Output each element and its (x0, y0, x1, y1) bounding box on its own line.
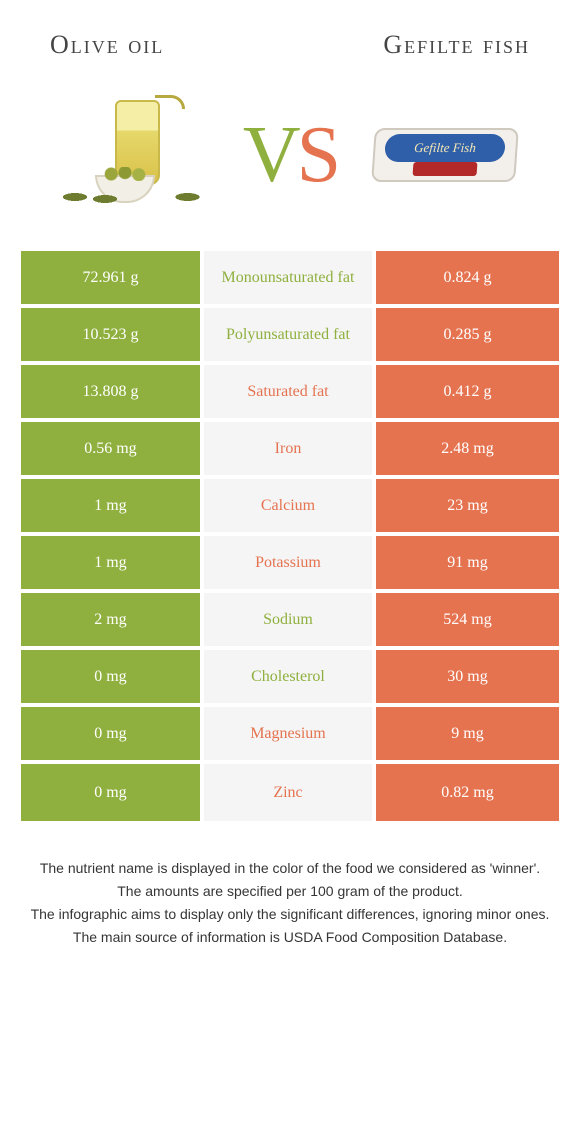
right-value: 0.824 g (376, 251, 559, 304)
comparison-infographic: Olive oil Gefilte fish VS Gefilte Fish 7… (0, 0, 580, 970)
nutrient-row: 72.961 gMonounsaturated fat0.824 g (21, 251, 559, 308)
left-food-image (50, 90, 220, 220)
nutrient-row: 10.523 gPolyunsaturated fat0.285 g (21, 308, 559, 365)
vs-label: VS (243, 115, 337, 195)
nutrient-row: 0 mgMagnesium9 mg (21, 707, 559, 764)
right-value: 23 mg (376, 479, 559, 532)
right-food-title: Gefilte fish (383, 30, 530, 60)
nutrient-label: Sodium (204, 593, 376, 646)
nutrient-row: 2 mgSodium524 mg (21, 593, 559, 650)
right-food-image: Gefilte Fish (360, 90, 530, 220)
vs-s: S (297, 111, 338, 199)
titles-row: Olive oil Gefilte fish (20, 30, 560, 60)
nutrient-row: 0 mgCholesterol30 mg (21, 650, 559, 707)
right-value: 30 mg (376, 650, 559, 703)
nutrient-label: Monounsaturated fat (204, 251, 376, 304)
nutrient-label: Saturated fat (204, 365, 376, 418)
left-value: 0 mg (21, 764, 204, 821)
nutrient-label: Calcium (204, 479, 376, 532)
nutrient-label: Cholesterol (204, 650, 376, 703)
hero-row: VS Gefilte Fish (20, 90, 560, 250)
right-value: 9 mg (376, 707, 559, 760)
footer-line: The nutrient name is displayed in the co… (28, 858, 552, 879)
nutrient-label: Magnesium (204, 707, 376, 760)
olive-oil-illustration (60, 95, 210, 215)
left-food-title: Olive oil (50, 30, 164, 60)
nutrient-row: 0.56 mgIron2.48 mg (21, 422, 559, 479)
left-value: 0 mg (21, 707, 204, 760)
left-value: 1 mg (21, 536, 204, 589)
left-value: 0.56 mg (21, 422, 204, 475)
nutrient-label: Potassium (204, 536, 376, 589)
left-value: 1 mg (21, 479, 204, 532)
right-value: 0.82 mg (376, 764, 559, 821)
nutrient-row: 0 mgZinc0.82 mg (21, 764, 559, 821)
right-value: 0.412 g (376, 365, 559, 418)
nutrient-row: 1 mgPotassium91 mg (21, 536, 559, 593)
nutrient-row: 1 mgCalcium23 mg (21, 479, 559, 536)
nutrient-label: Iron (204, 422, 376, 475)
footer-notes: The nutrient name is displayed in the co… (20, 858, 560, 948)
left-value: 0 mg (21, 650, 204, 703)
left-value: 2 mg (21, 593, 204, 646)
left-value: 10.523 g (21, 308, 204, 361)
right-value: 91 mg (376, 536, 559, 589)
left-value: 13.808 g (21, 365, 204, 418)
footer-line: The amounts are specified per 100 gram o… (28, 881, 552, 902)
nutrient-row: 13.808 gSaturated fat0.412 g (21, 365, 559, 422)
footer-line: The infographic aims to display only the… (28, 904, 552, 925)
gefilte-fish-illustration: Gefilte Fish (365, 110, 525, 200)
right-value: 0.285 g (376, 308, 559, 361)
left-value: 72.961 g (21, 251, 204, 304)
right-value: 2.48 mg (376, 422, 559, 475)
package-text: Gefilte Fish (414, 140, 477, 156)
footer-line: The main source of information is USDA F… (28, 927, 552, 948)
right-value: 524 mg (376, 593, 559, 646)
nutrient-label: Polyunsaturated fat (204, 308, 376, 361)
nutrient-table: 72.961 gMonounsaturated fat0.824 g10.523… (20, 250, 560, 822)
nutrient-label: Zinc (204, 764, 376, 821)
vs-v: V (243, 111, 297, 199)
